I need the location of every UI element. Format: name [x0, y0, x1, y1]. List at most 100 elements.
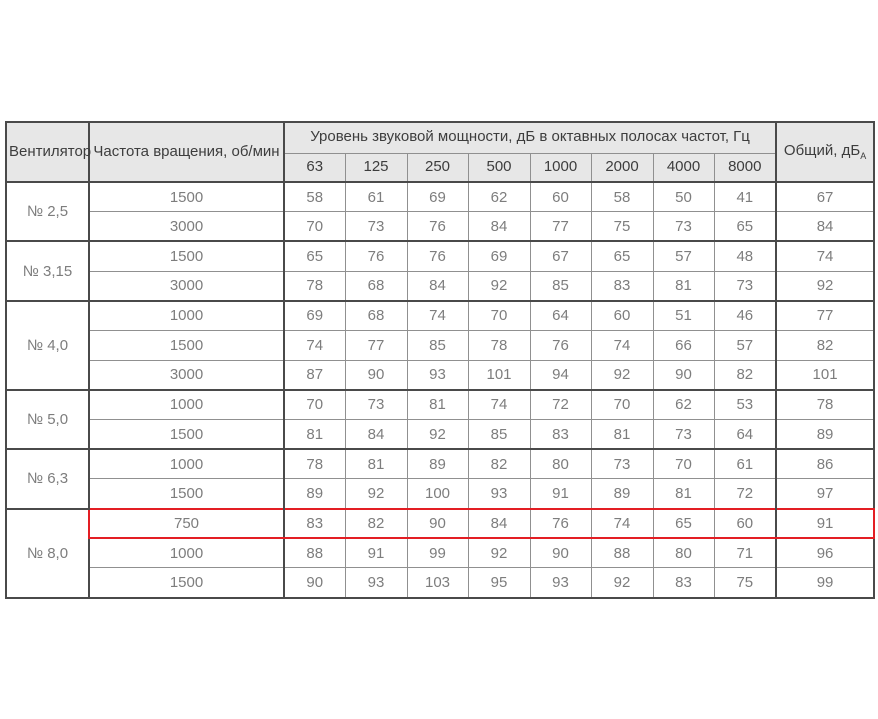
spl-value: 92 [467, 270, 530, 301]
spl-value: 53 [713, 388, 777, 420]
spl-value: 61 [344, 181, 407, 212]
spl-value: 76 [406, 240, 468, 272]
fan-label: № 8,0 [6, 507, 89, 598]
total-value: 96 [775, 537, 875, 568]
rpm-value: 3000 [88, 270, 284, 301]
spl-value: 62 [652, 388, 714, 420]
spl-value: 72 [713, 478, 777, 509]
spl-value: 84 [467, 211, 530, 242]
spl-value: 41 [713, 181, 777, 212]
spl-value: 65 [283, 240, 345, 272]
spl-value: 84 [344, 419, 407, 450]
rpm-value: 1000 [88, 537, 284, 568]
table-row: 3000 78 68 84 92 85 83 81 73 92 [6, 270, 875, 301]
spl-value: 60 [590, 299, 653, 331]
header-sound-power: Уровень звуковой мощности, дБ в октавных… [282, 122, 777, 154]
spl-value: 91 [529, 478, 591, 509]
spl-value: 75 [713, 567, 777, 598]
rpm-value: 3000 [88, 359, 284, 390]
header-row-frequencies: 63 125 250 500 1000 2000 4000 8000 [6, 153, 874, 183]
spl-value: 83 [590, 270, 653, 301]
spl-value: 90 [344, 359, 407, 390]
header-freq-63: 63 [283, 153, 345, 183]
table-row: 1500 74 77 85 78 76 74 66 57 82 [6, 329, 875, 361]
spl-value: 82 [467, 448, 530, 479]
spl-value: 93 [467, 478, 530, 509]
total-value: 77 [775, 299, 875, 331]
spl-value: 74 [283, 329, 345, 361]
spl-value: 69 [283, 299, 345, 331]
spl-value: 89 [590, 478, 653, 509]
spl-value: 78 [467, 329, 530, 361]
spl-value: 78 [283, 270, 345, 301]
header-total-label: Общий, дБ [783, 141, 861, 159]
spl-value: 77 [344, 329, 407, 361]
rpm-value: 1000 [88, 448, 284, 479]
spl-value: 84 [467, 507, 530, 540]
total-value: 86 [775, 448, 875, 479]
table-header: Вентилятор Частота вращения, об/мин Уров… [6, 122, 875, 183]
spl-value: 58 [590, 181, 653, 212]
spl-value: 69 [467, 240, 530, 272]
spl-value: 51 [652, 299, 714, 331]
spl-value: 81 [344, 448, 407, 479]
spl-value: 100 [406, 478, 468, 509]
sound-power-table: Вентилятор Частота вращения, об/мин Уров… [5, 121, 876, 599]
spl-value: 74 [467, 388, 530, 420]
spl-value: 76 [344, 240, 407, 272]
spl-value: 103 [406, 567, 468, 598]
table-body: № 2,5 1500 58 61 69 62 60 58 50 41 67 3000 70 73 76 84 7… [6, 180, 876, 598]
spl-value: 71 [713, 537, 777, 568]
total-value: 99 [775, 567, 875, 598]
spl-value: 48 [713, 240, 777, 272]
spl-value: 57 [713, 329, 777, 361]
spl-value: 62 [467, 181, 530, 212]
fan-label: № 5,0 [6, 388, 89, 450]
rpm-value: 1500 [88, 240, 284, 272]
spl-value: 92 [344, 478, 407, 509]
total-value: 101 [775, 359, 875, 390]
spl-value: 76 [406, 211, 468, 242]
total-value: 97 [775, 478, 875, 509]
spl-value: 57 [652, 240, 714, 272]
spl-value: 84 [406, 270, 468, 301]
spl-value: 92 [406, 419, 468, 450]
table-row: 3000 70 73 76 84 77 75 73 65 84 [6, 211, 875, 242]
spl-value: 60 [713, 507, 777, 540]
total-value: 74 [775, 240, 875, 272]
rpm-value: 1500 [88, 181, 284, 212]
spl-value: 87 [283, 359, 345, 390]
spl-value: 70 [283, 388, 345, 420]
spl-value: 65 [590, 240, 653, 272]
rpm-value: 1000 [88, 388, 284, 420]
spl-value: 92 [467, 537, 530, 568]
header-rpm: Частота вращения, об/мин [88, 122, 284, 183]
spl-value: 73 [590, 448, 653, 479]
rpm-value: 1500 [88, 567, 284, 598]
fan-label: № 2,5 [6, 180, 89, 242]
spl-value: 77 [529, 211, 591, 242]
spl-value: 67 [529, 240, 591, 272]
spl-value: 82 [344, 507, 407, 540]
fan-label: № 6,3 [6, 448, 89, 509]
table-row: 1500 90 93 103 95 93 92 83 75 99 [6, 567, 875, 598]
spl-value: 90 [529, 537, 591, 568]
spl-value: 93 [529, 567, 591, 598]
spl-value: 101 [467, 359, 530, 390]
spl-value: 80 [529, 448, 591, 479]
spl-value: 65 [652, 507, 714, 540]
spl-value: 76 [529, 507, 591, 540]
spl-value: 90 [283, 567, 345, 598]
table-row: 1500 81 84 92 85 83 81 73 64 89 [6, 419, 875, 450]
spl-value: 70 [467, 299, 530, 331]
header-freq-125: 125 [344, 153, 407, 183]
spl-value: 73 [713, 270, 777, 301]
spl-value: 70 [590, 388, 653, 420]
spl-value: 85 [406, 329, 468, 361]
fan-label: № 3,15 [6, 240, 89, 301]
spl-value: 72 [529, 388, 591, 420]
spl-value: 92 [590, 359, 653, 390]
header-total-subscript: A [860, 150, 867, 161]
table-row: № 8,0 750 83 82 90 84 76 74 65 60 91 [6, 507, 876, 598]
